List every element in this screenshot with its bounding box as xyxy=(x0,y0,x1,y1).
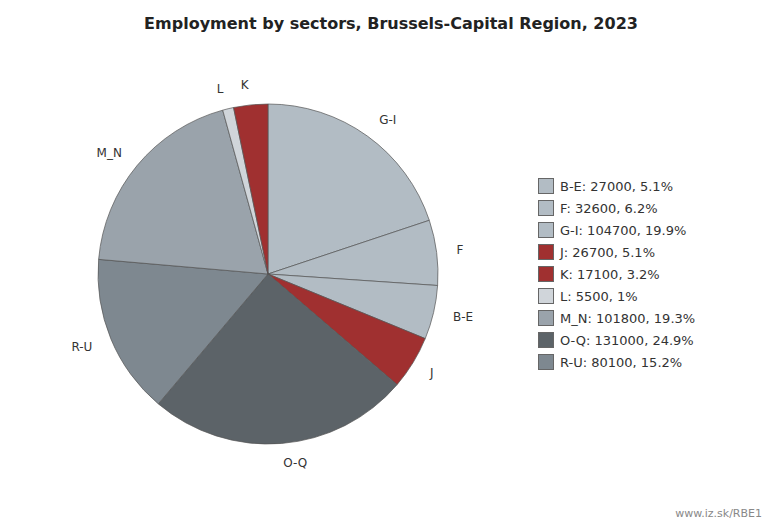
svg-text:F: F xyxy=(456,243,463,257)
svg-text:G-I: G-I xyxy=(379,113,396,127)
html-text:K: 17100, 3.2%: K: 17100, 3.2% xyxy=(560,266,660,282)
html-text:J: 26700, 5.1%: J: 26700, 5.1% xyxy=(560,244,655,260)
svg-text:L: L xyxy=(217,82,224,96)
svg-text:O-Q: O-Q xyxy=(283,456,307,470)
svg-text:J: J xyxy=(429,366,434,380)
html-text:www.iz.sk/RBE1: www.iz.sk/RBE1 xyxy=(675,507,762,520)
svg-text:R-U: R-U xyxy=(71,340,92,354)
html-text:B-E: 27000, 5.1%: B-E: 27000, 5.1% xyxy=(560,178,673,194)
html-text:Employment by sectors, Brussel: Employment by sectors, Brussels-Capital … xyxy=(144,14,638,33)
html-text:G-I: 104700, 19.9%: G-I: 104700, 19.9% xyxy=(560,222,687,238)
html-text:F: 32600, 6.2%: F: 32600, 6.2% xyxy=(560,200,658,216)
html-text:O-Q: 131000, 24.9%: O-Q: 131000, 24.9% xyxy=(560,332,694,348)
html-text:M_N: 101800, 19.3%: M_N: 101800, 19.3% xyxy=(560,310,696,326)
html-text:L: 5500, 1%: L: 5500, 1% xyxy=(560,288,638,304)
svg-text:K: K xyxy=(241,78,250,92)
svg-text:B-E: B-E xyxy=(453,310,473,324)
svg-text:M_N: M_N xyxy=(97,146,122,160)
html-text:R-U: 80100, 15.2%: R-U: 80100, 15.2% xyxy=(560,354,683,370)
